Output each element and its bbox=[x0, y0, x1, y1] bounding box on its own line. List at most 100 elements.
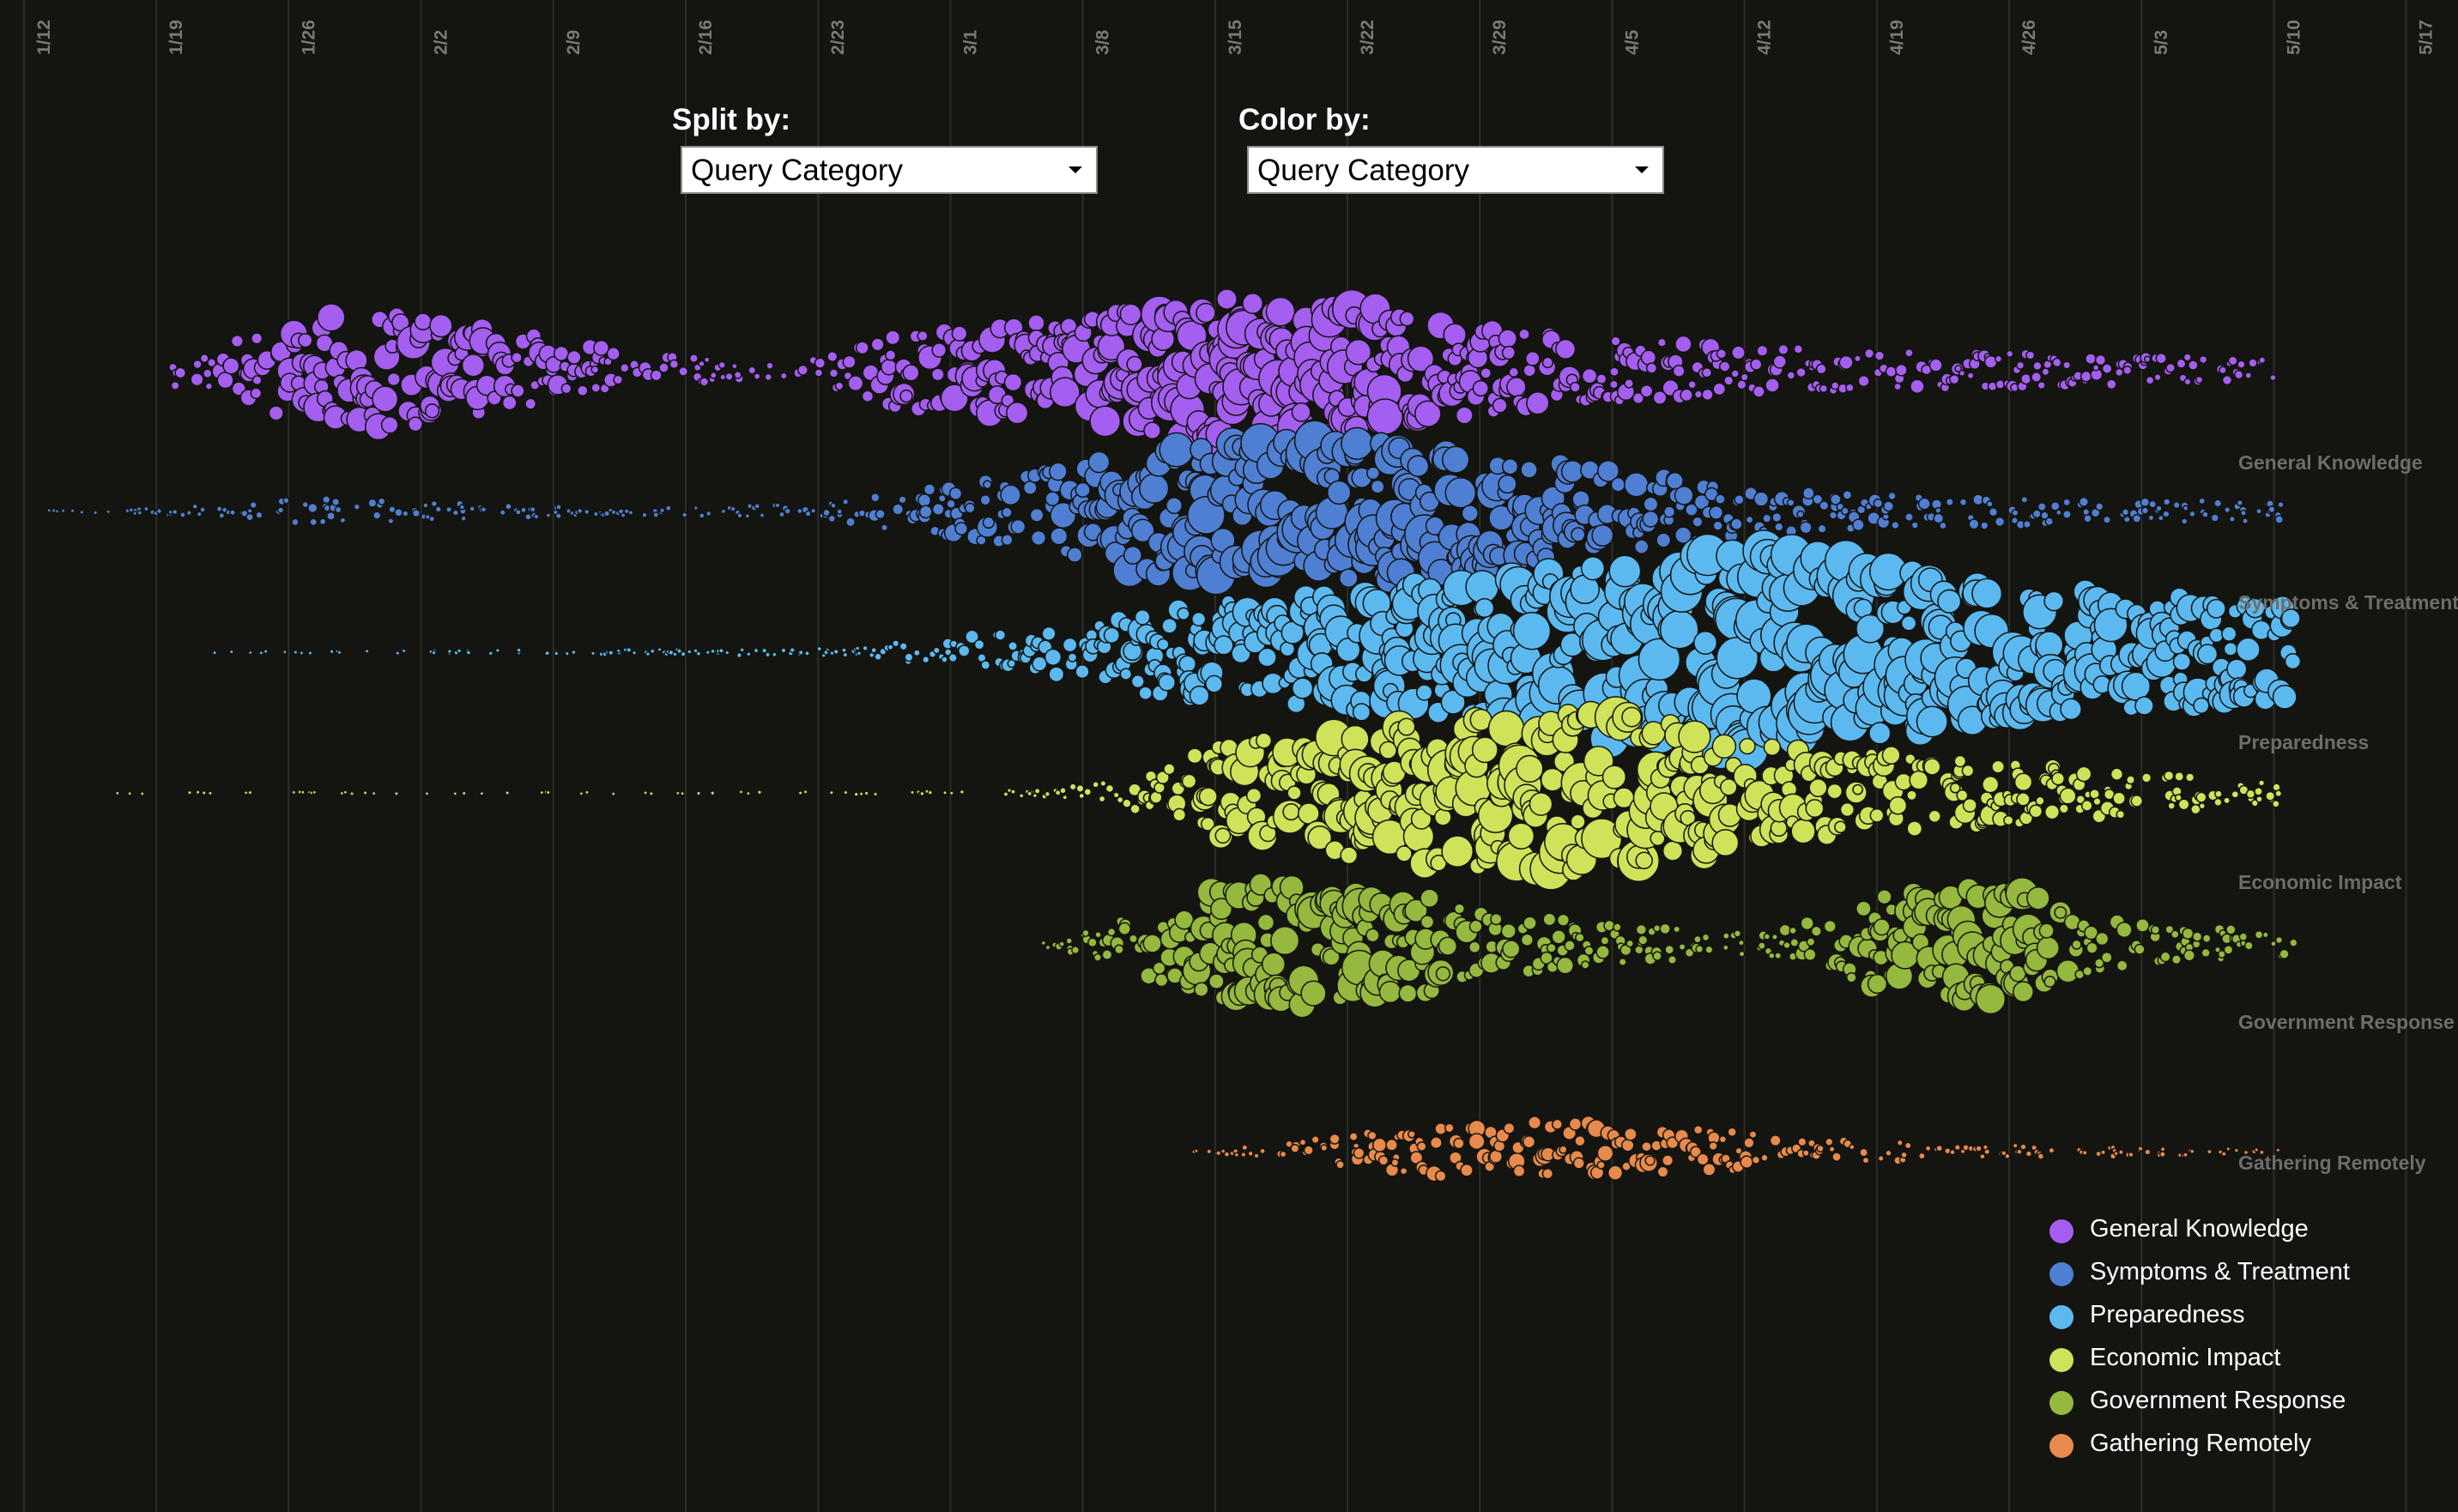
data-point[interactable] bbox=[1695, 945, 1704, 953]
data-point[interactable] bbox=[1126, 355, 1143, 373]
data-point[interactable] bbox=[2254, 929, 2264, 940]
data-point[interactable] bbox=[1512, 611, 1552, 650]
data-point[interactable] bbox=[784, 507, 791, 515]
data-point[interactable] bbox=[1801, 1149, 1810, 1158]
data-point[interactable] bbox=[1640, 349, 1657, 366]
data-point[interactable] bbox=[196, 511, 203, 517]
data-point[interactable] bbox=[810, 507, 817, 514]
data-point[interactable] bbox=[1329, 1133, 1341, 1145]
data-point[interactable] bbox=[1621, 706, 1643, 728]
data-point[interactable] bbox=[1672, 364, 1686, 378]
data-point[interactable] bbox=[681, 511, 688, 518]
data-point[interactable] bbox=[1885, 1149, 1892, 1157]
data-point[interactable] bbox=[1407, 455, 1430, 477]
data-point[interactable] bbox=[1891, 520, 1900, 530]
data-point[interactable] bbox=[2055, 509, 2062, 517]
data-point[interactable] bbox=[2198, 802, 2207, 810]
data-point[interactable] bbox=[1516, 754, 1544, 783]
data-point[interactable] bbox=[469, 505, 475, 512]
data-point[interactable] bbox=[941, 656, 948, 663]
data-point[interactable] bbox=[584, 508, 590, 516]
data-point[interactable] bbox=[1727, 1127, 1737, 1137]
data-point[interactable] bbox=[2248, 358, 2258, 368]
data-point[interactable] bbox=[1256, 732, 1273, 749]
data-point[interactable] bbox=[1492, 397, 1508, 414]
data-point[interactable] bbox=[1635, 851, 1653, 870]
data-point[interactable] bbox=[1524, 351, 1541, 366]
data-point[interactable] bbox=[2165, 362, 2176, 373]
data-point[interactable] bbox=[904, 652, 914, 662]
data-point[interactable] bbox=[804, 650, 810, 656]
data-point[interactable] bbox=[2199, 354, 2208, 365]
data-point[interactable] bbox=[1712, 520, 1723, 531]
data-point[interactable] bbox=[2140, 497, 2151, 507]
data-point[interactable] bbox=[2227, 355, 2238, 366]
data-point[interactable] bbox=[2226, 658, 2248, 680]
data-point[interactable] bbox=[1398, 983, 1418, 1003]
data-point[interactable] bbox=[946, 499, 956, 510]
data-point[interactable] bbox=[1010, 789, 1016, 795]
data-point[interactable] bbox=[2183, 353, 2192, 362]
data-point[interactable] bbox=[2177, 798, 2190, 811]
data-point[interactable] bbox=[1044, 944, 1051, 951]
data-point[interactable] bbox=[1134, 608, 1151, 626]
data-point[interactable] bbox=[664, 505, 672, 511]
data-point[interactable] bbox=[1896, 1139, 1904, 1146]
data-point[interactable] bbox=[2170, 929, 2180, 940]
data-point[interactable] bbox=[1888, 795, 1908, 815]
data-point[interactable] bbox=[452, 791, 458, 796]
data-point[interactable] bbox=[2183, 1152, 2189, 1158]
data-point[interactable] bbox=[566, 349, 582, 365]
data-point[interactable] bbox=[1893, 382, 1902, 391]
data-point[interactable] bbox=[429, 313, 453, 338]
data-point[interactable] bbox=[1541, 356, 1554, 369]
data-point[interactable] bbox=[780, 647, 787, 654]
data-point[interactable] bbox=[1937, 589, 1962, 614]
data-point[interactable] bbox=[1122, 798, 1132, 808]
data-point[interactable] bbox=[1991, 759, 2006, 774]
data-point[interactable] bbox=[1786, 498, 1795, 507]
data-point[interactable] bbox=[2080, 370, 2092, 383]
data-point[interactable] bbox=[1089, 405, 1122, 438]
data-point[interactable] bbox=[494, 647, 500, 654]
data-point[interactable] bbox=[136, 510, 143, 516]
data-point[interactable] bbox=[291, 517, 300, 527]
data-point[interactable] bbox=[845, 517, 856, 528]
data-point[interactable] bbox=[1040, 940, 1047, 947]
data-point[interactable] bbox=[2095, 931, 2110, 947]
data-point[interactable] bbox=[322, 495, 331, 505]
data-point[interactable] bbox=[1757, 941, 1766, 950]
data-point[interactable] bbox=[46, 508, 52, 513]
data-point[interactable] bbox=[1416, 1141, 1427, 1152]
data-point[interactable] bbox=[1059, 787, 1067, 795]
data-point[interactable] bbox=[778, 511, 785, 518]
data-point[interactable] bbox=[885, 330, 901, 346]
data-point[interactable] bbox=[155, 508, 162, 515]
data-point[interactable] bbox=[1718, 1134, 1728, 1144]
data-point[interactable] bbox=[1129, 803, 1141, 814]
data-point[interactable] bbox=[2225, 1146, 2231, 1152]
data-point[interactable] bbox=[1453, 903, 1466, 915]
data-point[interactable] bbox=[606, 347, 621, 361]
data-point[interactable] bbox=[626, 646, 633, 653]
data-point[interactable] bbox=[258, 650, 264, 656]
data-point[interactable] bbox=[1862, 1156, 1870, 1164]
data-point[interactable] bbox=[1542, 912, 1557, 927]
data-point[interactable] bbox=[2025, 350, 2036, 360]
data-point[interactable] bbox=[881, 523, 888, 532]
data-point[interactable] bbox=[1895, 363, 1908, 377]
data-point[interactable] bbox=[1734, 494, 1745, 505]
data-point[interactable] bbox=[553, 345, 570, 361]
data-point[interactable] bbox=[511, 351, 523, 364]
data-point[interactable] bbox=[1365, 928, 1380, 943]
data-point[interactable] bbox=[1571, 527, 1586, 542]
data-point[interactable] bbox=[746, 651, 752, 657]
data-point[interactable] bbox=[593, 340, 610, 356]
data-point[interactable] bbox=[1968, 518, 1980, 530]
data-point[interactable] bbox=[1556, 956, 1575, 975]
data-point[interactable] bbox=[1205, 674, 1224, 693]
data-point[interactable] bbox=[2105, 378, 2117, 390]
data-point[interactable] bbox=[1078, 792, 1086, 800]
data-point[interactable] bbox=[1641, 1140, 1652, 1152]
data-point[interactable] bbox=[424, 791, 430, 796]
